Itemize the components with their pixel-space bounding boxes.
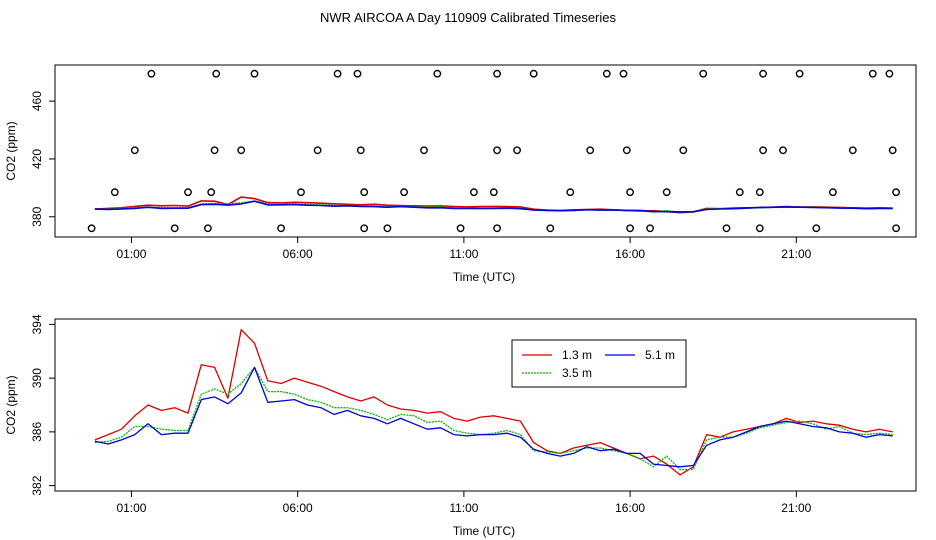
calibration-point (795, 69, 804, 78)
calibration-point (400, 188, 408, 197)
calibration-point (313, 146, 322, 155)
calibration-point (662, 188, 671, 197)
bottom-ytick-label: 394 (30, 314, 44, 334)
bottom-xtick-label: 06:00 (283, 501, 313, 515)
calibration-point (679, 146, 688, 155)
top-series-lines (94, 196, 893, 214)
calibration-point (207, 188, 216, 197)
calibration-point (420, 146, 428, 155)
top-line-5-1-m (94, 200, 893, 213)
calibration-point (892, 188, 900, 197)
calibration-point (360, 188, 369, 197)
bottom-xtick-label: 16:00 (615, 501, 645, 515)
calibration-point (755, 224, 764, 233)
calibration-point (779, 146, 787, 155)
top-ytick-label: 460 (30, 91, 44, 111)
calibration-point (383, 224, 392, 233)
bottom-line-5-1-m (94, 366, 893, 468)
calibration-point (626, 188, 634, 197)
calibration-point (755, 188, 764, 197)
legend-label-5-1m: 5.1 m (645, 348, 675, 362)
calibration-point (812, 224, 821, 233)
top-ytick-label: 420 (30, 149, 44, 169)
calibration-point (566, 188, 575, 197)
calibration-point (885, 69, 894, 78)
calibration-point (469, 188, 478, 197)
calibration-point (493, 69, 501, 78)
calibration-point (546, 224, 555, 233)
top-plot-frame (54, 64, 917, 238)
top-ytick-label: 380 (30, 206, 44, 226)
calibration-point (735, 188, 744, 197)
calibration-point (626, 224, 634, 233)
bottom-axes: 01:00 06:00 11:00 16:00 21:00 382 386 390 394 (30, 314, 812, 515)
calibration-point (619, 69, 628, 78)
calibration-point (848, 146, 857, 155)
calibration-point (759, 146, 767, 155)
calibration-point (297, 188, 305, 197)
bottom-xtick-label: 01:00 (116, 501, 146, 515)
chart-title: NWR AIRCOA A Day 110909 Calibrated Times… (320, 10, 616, 25)
calibration-point (210, 146, 219, 155)
calibration-point (888, 146, 897, 155)
calibration-point (892, 224, 900, 233)
calibration-point (456, 224, 465, 233)
calibration-point (277, 224, 285, 233)
calibration-point (130, 146, 139, 155)
legend-box (511, 339, 687, 388)
top-ylabel: CO2 (ppm) (4, 121, 18, 180)
top-axes: 01:00 06:00 11:00 16:00 21:00 380 420 460 (30, 91, 812, 261)
bottom-ytick-label: 386 (30, 422, 44, 442)
calibration-point (110, 188, 119, 197)
bottom-xtick-label: 21:00 (781, 501, 811, 515)
calibration-point (360, 224, 369, 233)
calibration-point (489, 188, 498, 197)
calibration-point (237, 146, 246, 155)
calibration-point (87, 224, 96, 233)
calibration-point (147, 69, 156, 78)
legend: 1.3 m 5.1 m 3.5 m (511, 339, 687, 388)
calibration-point (353, 69, 362, 78)
calibration-point (868, 69, 877, 78)
calibration-point (529, 69, 538, 78)
calibration-point (493, 224, 501, 233)
calibration-point (586, 146, 595, 155)
calibration-point (250, 69, 259, 78)
calibration-point (646, 224, 654, 233)
top-xlabel: Time (UTC) (453, 270, 515, 284)
bottom-ytick-label: 382 (30, 475, 44, 495)
bottom-ytick-label: 390 (30, 368, 44, 388)
calibration-point (722, 224, 731, 233)
top-xtick-label: 06:00 (283, 247, 313, 261)
legend-label-3-5m: 3.5 m (562, 366, 592, 380)
calibration-point (433, 69, 442, 78)
calibration-point (513, 146, 521, 155)
calibration-point (333, 69, 342, 78)
top-xtick-label: 01:00 (116, 247, 146, 261)
top-xtick-label: 16:00 (615, 247, 645, 261)
calibration-point (203, 224, 212, 233)
calibration-point (170, 224, 179, 233)
bottom-line-1-3-m (94, 329, 893, 476)
top-xtick-label: 21:00 (781, 247, 811, 261)
calibration-point (759, 69, 767, 78)
calibration-point (493, 146, 501, 155)
calibration-point (602, 69, 611, 78)
calibration-point (699, 69, 708, 78)
bottom-plot-frame (54, 318, 917, 492)
top-calibration-points (87, 69, 900, 233)
calibration-point (356, 146, 365, 155)
bottom-line-3-5-m (94, 366, 893, 471)
top-xtick-label: 11:00 (449, 247, 478, 261)
calibration-point (212, 69, 221, 78)
bottom-ylabel: CO2 (ppm) (4, 375, 18, 434)
bottom-xlabel: Time (UTC) (453, 524, 515, 538)
calibration-point (829, 188, 837, 197)
bottom-series-lines (94, 329, 893, 476)
calibration-point (184, 188, 192, 197)
calibration-point (622, 146, 631, 155)
bottom-xtick-label: 11:00 (449, 501, 478, 515)
legend-label-1-3m: 1.3 m (562, 348, 592, 362)
